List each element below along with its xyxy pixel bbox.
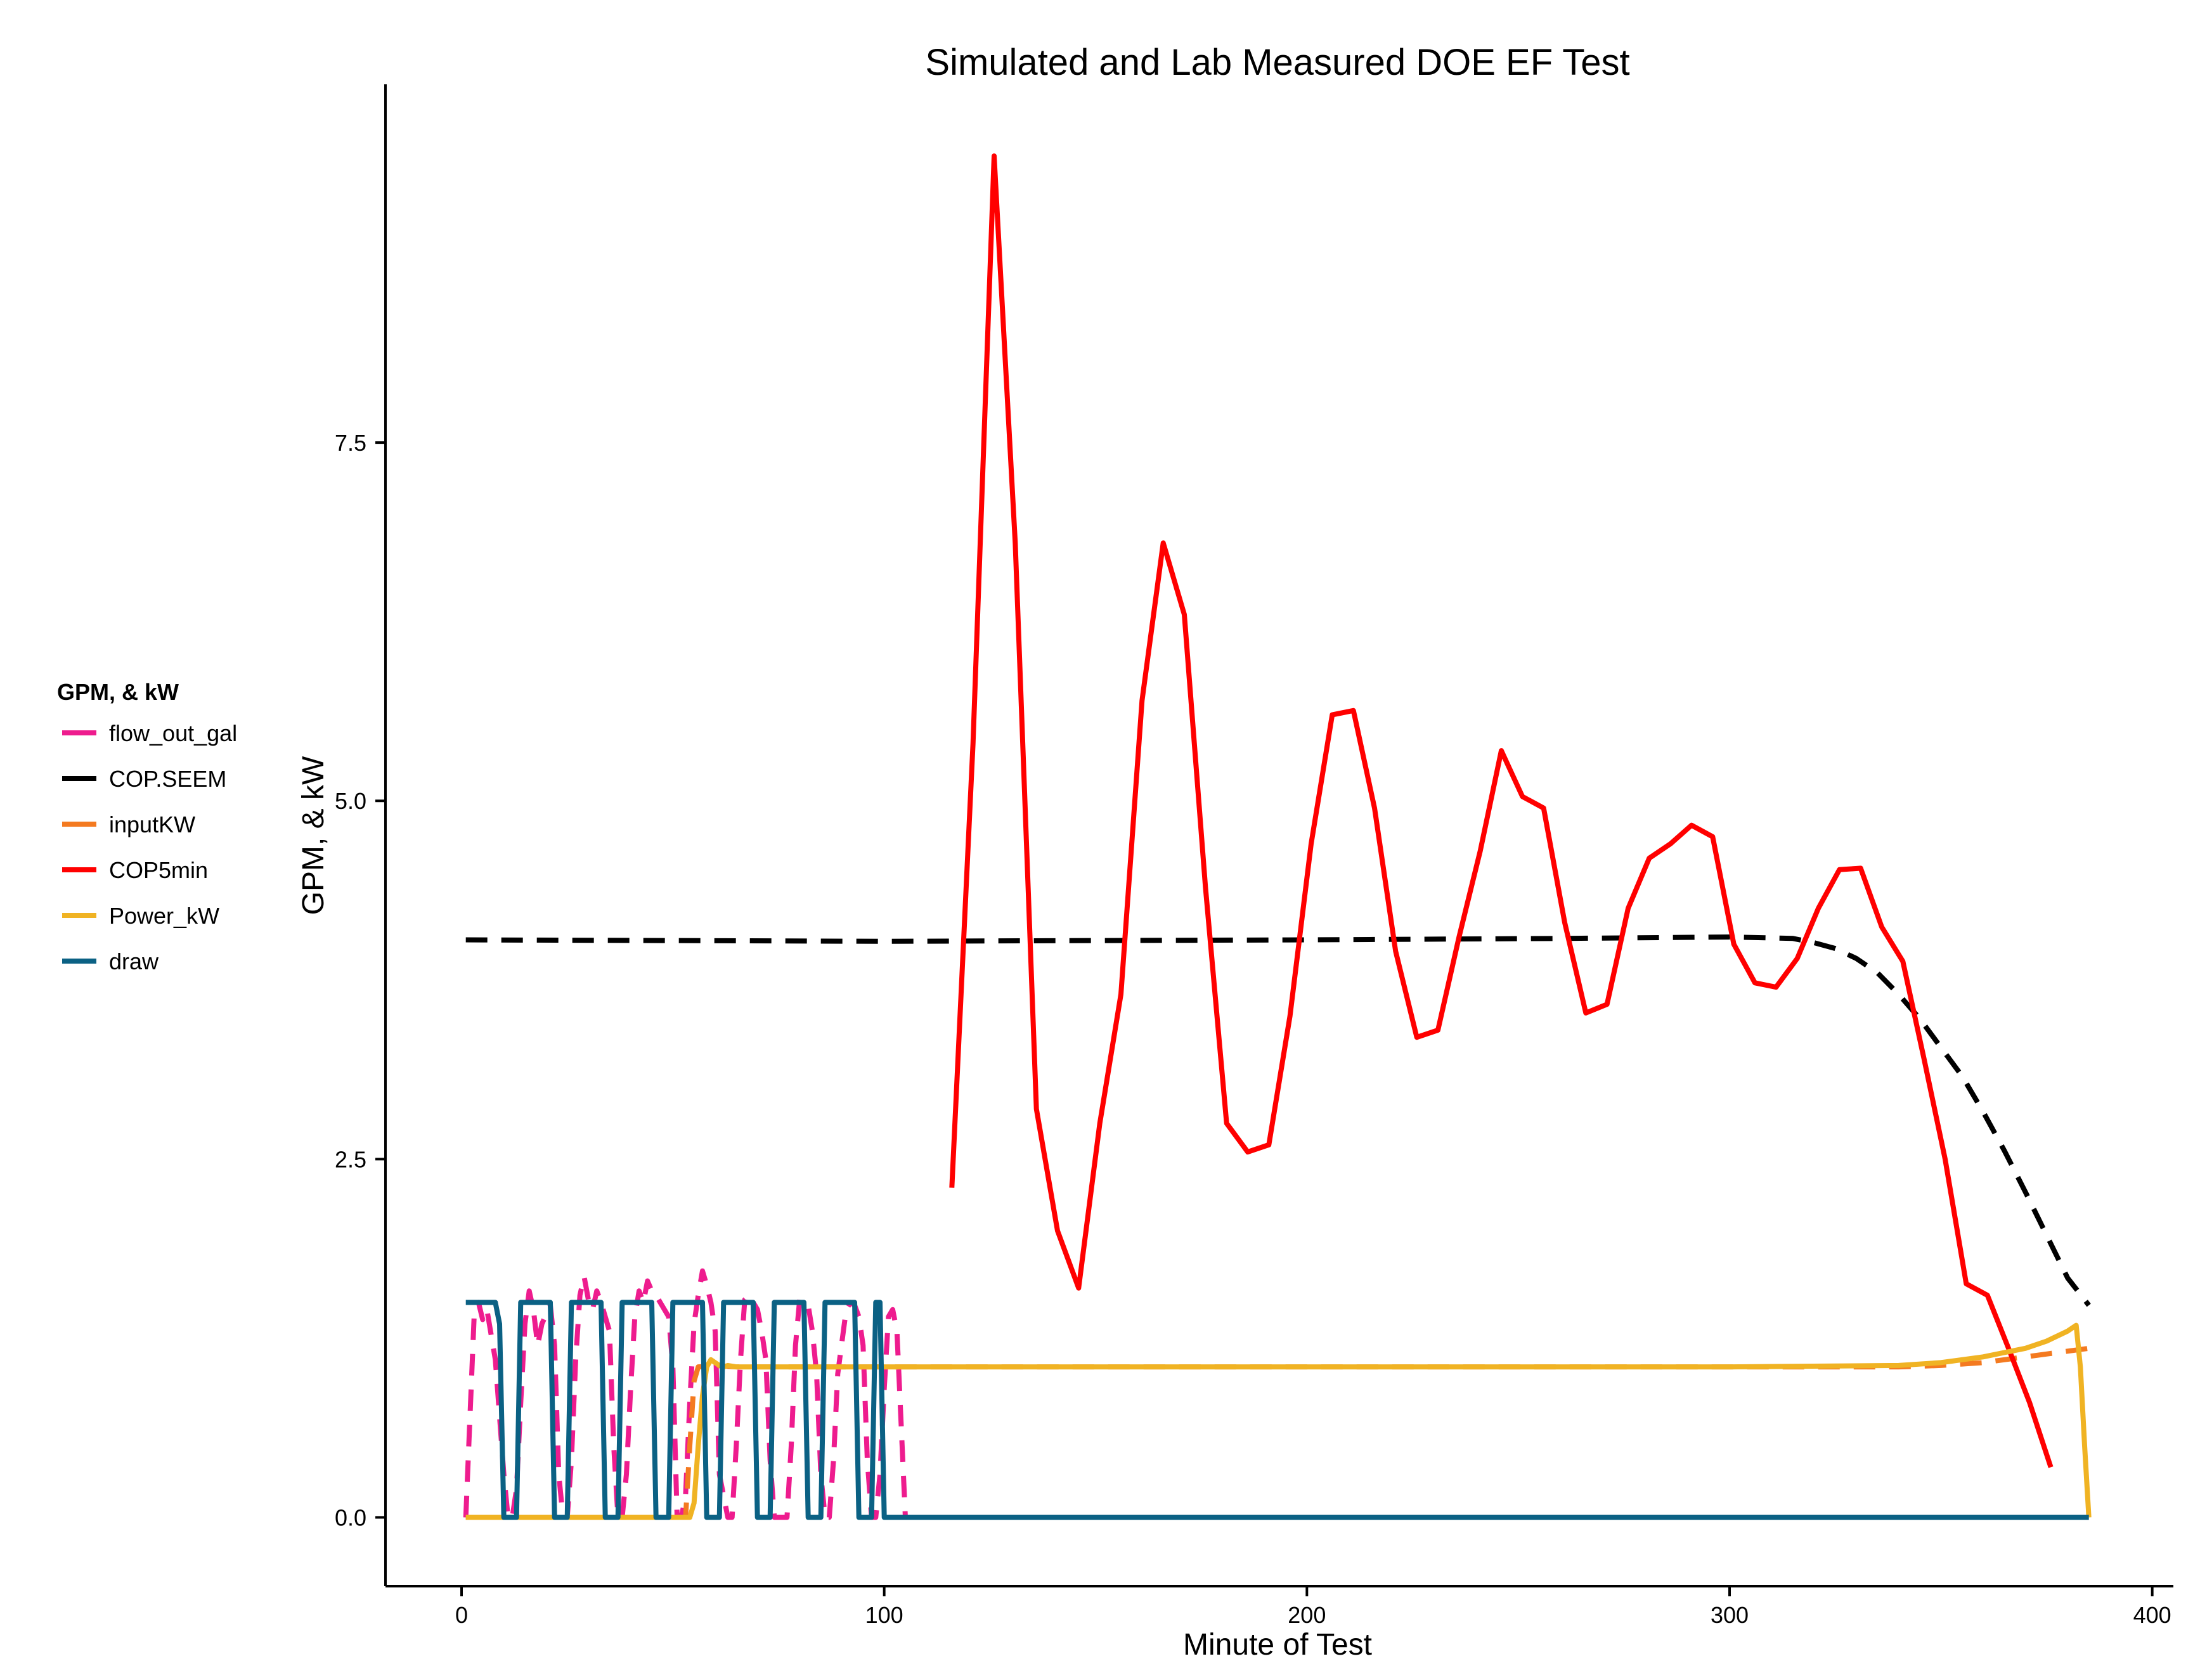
x-ticks: 0 100 200 300 400	[455, 1586, 2171, 1628]
legend-label-draw: draw	[109, 948, 159, 974]
chart-title: Simulated and Lab Measured DOE EF Test	[925, 42, 1629, 83]
series-line-cop-seem	[465, 934, 2091, 1307]
x-axis-label: Minute of Test	[1183, 1628, 1372, 1662]
x-tick-label: 300	[1711, 1602, 1749, 1628]
y-tick-label: 0.0	[335, 1504, 366, 1530]
y-tick-label: 7.5	[335, 430, 366, 456]
x-tick-label: 200	[1288, 1602, 1326, 1628]
y-axis-label: GPM, & kW	[297, 756, 330, 915]
legend-label-cop-seem: COP.SEEM	[109, 766, 226, 792]
series-line-power-kw	[465, 1322, 2092, 1520]
series-line-draw	[465, 1300, 2089, 1520]
series-line-flow-out-gal	[463, 1268, 908, 1520]
legend-label-inputkw: inputKW	[109, 811, 195, 837]
x-tick-label: 400	[2133, 1602, 2171, 1628]
legend-label-power-kw: Power_kW	[109, 903, 219, 929]
series-line-inputkw	[465, 1345, 2090, 1520]
legend: GPM, & kW flow_out_gal COP.SEEM inputKW COP…	[57, 679, 237, 974]
x-tick-label: 0	[455, 1602, 468, 1628]
plot-area	[463, 153, 2092, 1520]
legend-items: flow_out_gal COP.SEEM inputKW COP5min Power_…	[62, 720, 237, 974]
y-tick-label: 2.5	[335, 1146, 366, 1172]
y-ticks: 0.0 2.5 5.0 7.5	[335, 430, 385, 1530]
y-tick-label: 5.0	[335, 788, 366, 814]
legend-label-flow-out-gal: flow_out_gal	[109, 720, 237, 746]
series-line-cop5min	[949, 153, 2054, 1468]
legend-label-cop5min: COP5min	[109, 857, 208, 883]
x-tick-label: 100	[865, 1602, 903, 1628]
legend-title: GPM, & kW	[57, 679, 179, 705]
